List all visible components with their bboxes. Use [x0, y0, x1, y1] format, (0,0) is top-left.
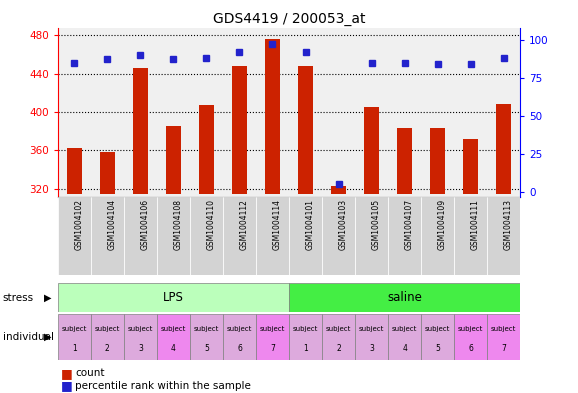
Text: ■: ■	[61, 379, 72, 393]
Text: 2: 2	[336, 344, 341, 353]
Text: GSM1004101: GSM1004101	[306, 199, 314, 250]
Text: ■: ■	[61, 367, 72, 380]
Text: subject: subject	[293, 326, 318, 332]
Bar	[223, 314, 256, 360]
Text: GSM1004102: GSM1004102	[75, 199, 83, 250]
Bar	[124, 314, 157, 360]
Bar	[421, 196, 454, 275]
Bar	[58, 314, 91, 360]
Bar	[232, 66, 247, 194]
Text: 1: 1	[303, 344, 308, 353]
Bar	[91, 196, 124, 275]
Bar	[454, 196, 487, 275]
Bar	[388, 196, 421, 275]
Text: subject: subject	[194, 326, 219, 332]
Bar	[487, 196, 520, 275]
Bar	[166, 127, 181, 194]
Text: GSM1004105: GSM1004105	[372, 199, 380, 250]
Text: subject: subject	[260, 326, 285, 332]
Bar	[58, 196, 91, 275]
Text: subject: subject	[359, 326, 384, 332]
Text: subject: subject	[62, 326, 87, 332]
Bar	[190, 196, 223, 275]
Bar	[487, 314, 520, 360]
Text: subject: subject	[326, 326, 351, 332]
Text: GSM1004112: GSM1004112	[239, 199, 249, 250]
Bar	[454, 314, 487, 360]
Text: GSM1004109: GSM1004109	[438, 199, 447, 250]
Text: GSM1004113: GSM1004113	[503, 199, 513, 250]
Text: LPS: LPS	[163, 291, 184, 304]
Text: stress: stress	[3, 293, 34, 303]
Text: ▶: ▶	[45, 332, 51, 342]
Bar	[256, 314, 289, 360]
Text: subject: subject	[227, 326, 252, 332]
Bar	[397, 129, 412, 194]
Bar	[256, 196, 289, 275]
Text: 1: 1	[72, 344, 77, 353]
Text: GSM1004114: GSM1004114	[272, 199, 281, 250]
Text: GSM1004106: GSM1004106	[140, 199, 149, 250]
Bar	[331, 186, 346, 194]
Bar	[463, 139, 478, 194]
Bar	[421, 314, 454, 360]
Text: subject: subject	[458, 326, 483, 332]
Text: subject: subject	[491, 326, 516, 332]
Text: 7: 7	[270, 344, 275, 353]
Text: 6: 6	[237, 344, 242, 353]
Bar	[289, 196, 322, 275]
Bar	[157, 314, 190, 360]
Bar	[199, 105, 214, 194]
Text: GSM1004110: GSM1004110	[206, 199, 216, 250]
Text: GSM1004107: GSM1004107	[405, 199, 414, 250]
Text: saline: saline	[387, 291, 422, 304]
Text: percentile rank within the sample: percentile rank within the sample	[75, 381, 251, 391]
Text: 5: 5	[204, 344, 209, 353]
Text: subject: subject	[95, 326, 120, 332]
Text: 3: 3	[369, 344, 374, 353]
Text: 3: 3	[138, 344, 143, 353]
Bar	[430, 129, 445, 194]
Bar	[190, 314, 223, 360]
Text: GDS4419 / 200053_at: GDS4419 / 200053_at	[213, 12, 365, 26]
Bar	[67, 149, 81, 194]
Text: 4: 4	[171, 344, 176, 353]
Text: subject: subject	[128, 326, 153, 332]
Bar	[364, 107, 379, 194]
Text: GSM1004103: GSM1004103	[339, 199, 347, 250]
Text: 4: 4	[402, 344, 407, 353]
Bar	[100, 152, 115, 194]
Text: 5: 5	[435, 344, 440, 353]
Bar	[322, 196, 355, 275]
Bar	[355, 196, 388, 275]
Text: 7: 7	[501, 344, 506, 353]
Text: 6: 6	[468, 344, 473, 353]
Bar	[497, 104, 511, 194]
Text: GSM1004111: GSM1004111	[470, 199, 480, 250]
Bar	[322, 314, 355, 360]
Text: 2: 2	[105, 344, 110, 353]
Text: subject: subject	[425, 326, 450, 332]
Bar	[355, 314, 388, 360]
Text: individual: individual	[3, 332, 54, 342]
Bar	[124, 196, 157, 275]
Bar	[157, 196, 190, 275]
Bar	[91, 314, 124, 360]
Bar	[133, 68, 148, 194]
Bar	[265, 39, 280, 194]
Bar	[289, 283, 520, 312]
Bar	[388, 314, 421, 360]
Text: ▶: ▶	[45, 293, 51, 303]
Bar	[298, 66, 313, 194]
Text: subject: subject	[161, 326, 186, 332]
Bar	[289, 314, 322, 360]
Bar	[223, 196, 256, 275]
Text: GSM1004108: GSM1004108	[173, 199, 183, 250]
Bar	[58, 283, 289, 312]
Text: subject: subject	[392, 326, 417, 332]
Text: GSM1004104: GSM1004104	[108, 199, 116, 250]
Text: count: count	[75, 368, 105, 378]
